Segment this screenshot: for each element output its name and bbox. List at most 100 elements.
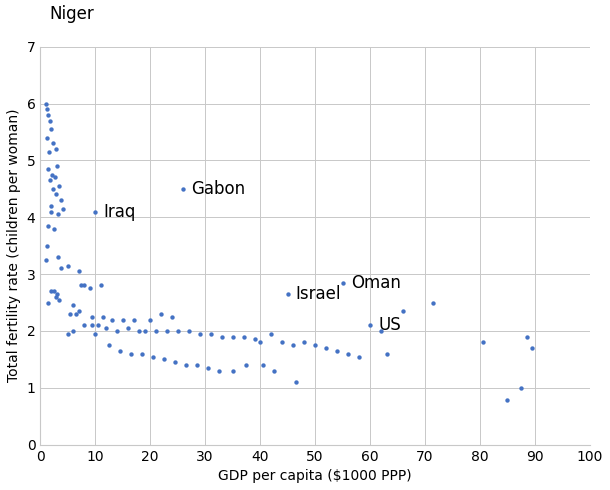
Point [145, 316, 155, 323]
Text: US: US [378, 316, 401, 334]
Point [52, 290, 62, 298]
Point [48, 139, 58, 147]
Point [282, 290, 292, 298]
Point [54, 296, 64, 304]
Text: Oman: Oman [351, 273, 401, 292]
Point [478, 339, 487, 346]
Point [184, 327, 193, 335]
Point [170, 358, 180, 366]
Point [112, 327, 122, 335]
Point [115, 347, 125, 355]
Point [148, 353, 158, 361]
Point [203, 364, 213, 372]
Point [217, 333, 226, 341]
Point [93, 321, 103, 329]
Point [104, 341, 114, 349]
Point [299, 339, 309, 346]
Point [56, 265, 66, 272]
Text: Israel: Israel [296, 285, 342, 303]
Point [43, 298, 53, 306]
Point [42, 242, 52, 249]
Point [332, 347, 342, 355]
Point [45, 176, 54, 184]
Point [68, 301, 78, 309]
Point [118, 316, 127, 323]
Point [46, 202, 56, 210]
Point [88, 313, 98, 320]
Point [43, 165, 53, 173]
Point [140, 327, 149, 335]
Point [49, 173, 59, 181]
Point [68, 327, 78, 335]
Point [43, 111, 53, 119]
Point [44, 148, 54, 156]
Point [41, 256, 51, 264]
Point [134, 327, 144, 335]
Point [74, 268, 84, 275]
Point [258, 361, 268, 369]
Point [173, 327, 182, 335]
Point [41, 99, 51, 107]
Point [49, 225, 59, 233]
Point [107, 316, 117, 323]
Point [59, 205, 68, 213]
Point [52, 162, 62, 170]
Point [365, 321, 375, 329]
Point [228, 367, 237, 375]
Point [343, 350, 353, 358]
Point [192, 361, 202, 369]
Point [291, 378, 301, 386]
Point [214, 367, 224, 375]
Point [42, 134, 52, 142]
Point [162, 327, 171, 335]
Y-axis label: Total fertility rate (children per woman): Total fertility rate (children per woman… [7, 109, 21, 382]
Point [527, 344, 537, 352]
Point [151, 327, 160, 335]
Point [56, 196, 66, 204]
Point [96, 282, 106, 290]
Point [338, 279, 348, 287]
Point [51, 191, 61, 198]
Point [288, 341, 298, 349]
Point [54, 182, 64, 190]
Point [40, 10, 49, 18]
Point [79, 321, 89, 329]
Point [503, 396, 512, 404]
Point [43, 105, 52, 113]
Point [242, 361, 251, 369]
Point [382, 350, 392, 358]
Point [49, 185, 59, 193]
Point [90, 208, 100, 216]
Point [178, 185, 188, 193]
Text: Niger: Niger [49, 5, 94, 23]
Point [47, 171, 57, 178]
Point [156, 310, 166, 318]
Point [46, 125, 56, 133]
Point [398, 307, 408, 315]
Point [181, 361, 191, 369]
Point [126, 350, 136, 358]
Point [255, 339, 265, 346]
Point [376, 327, 386, 335]
Point [43, 222, 53, 230]
Text: Iraq: Iraq [104, 202, 136, 220]
Point [266, 330, 276, 338]
Point [63, 330, 73, 338]
Point [85, 284, 95, 292]
Point [321, 344, 331, 352]
Point [99, 313, 109, 320]
Point [54, 211, 63, 219]
Point [310, 341, 320, 349]
Point [590, 348, 600, 356]
Point [46, 208, 56, 216]
Point [79, 282, 89, 290]
Point [51, 145, 60, 153]
Point [123, 324, 133, 332]
Point [46, 287, 56, 295]
Point [167, 313, 177, 320]
Point [277, 339, 287, 346]
Point [129, 316, 138, 323]
Point [239, 333, 248, 341]
Point [74, 307, 84, 315]
Point [49, 287, 59, 295]
